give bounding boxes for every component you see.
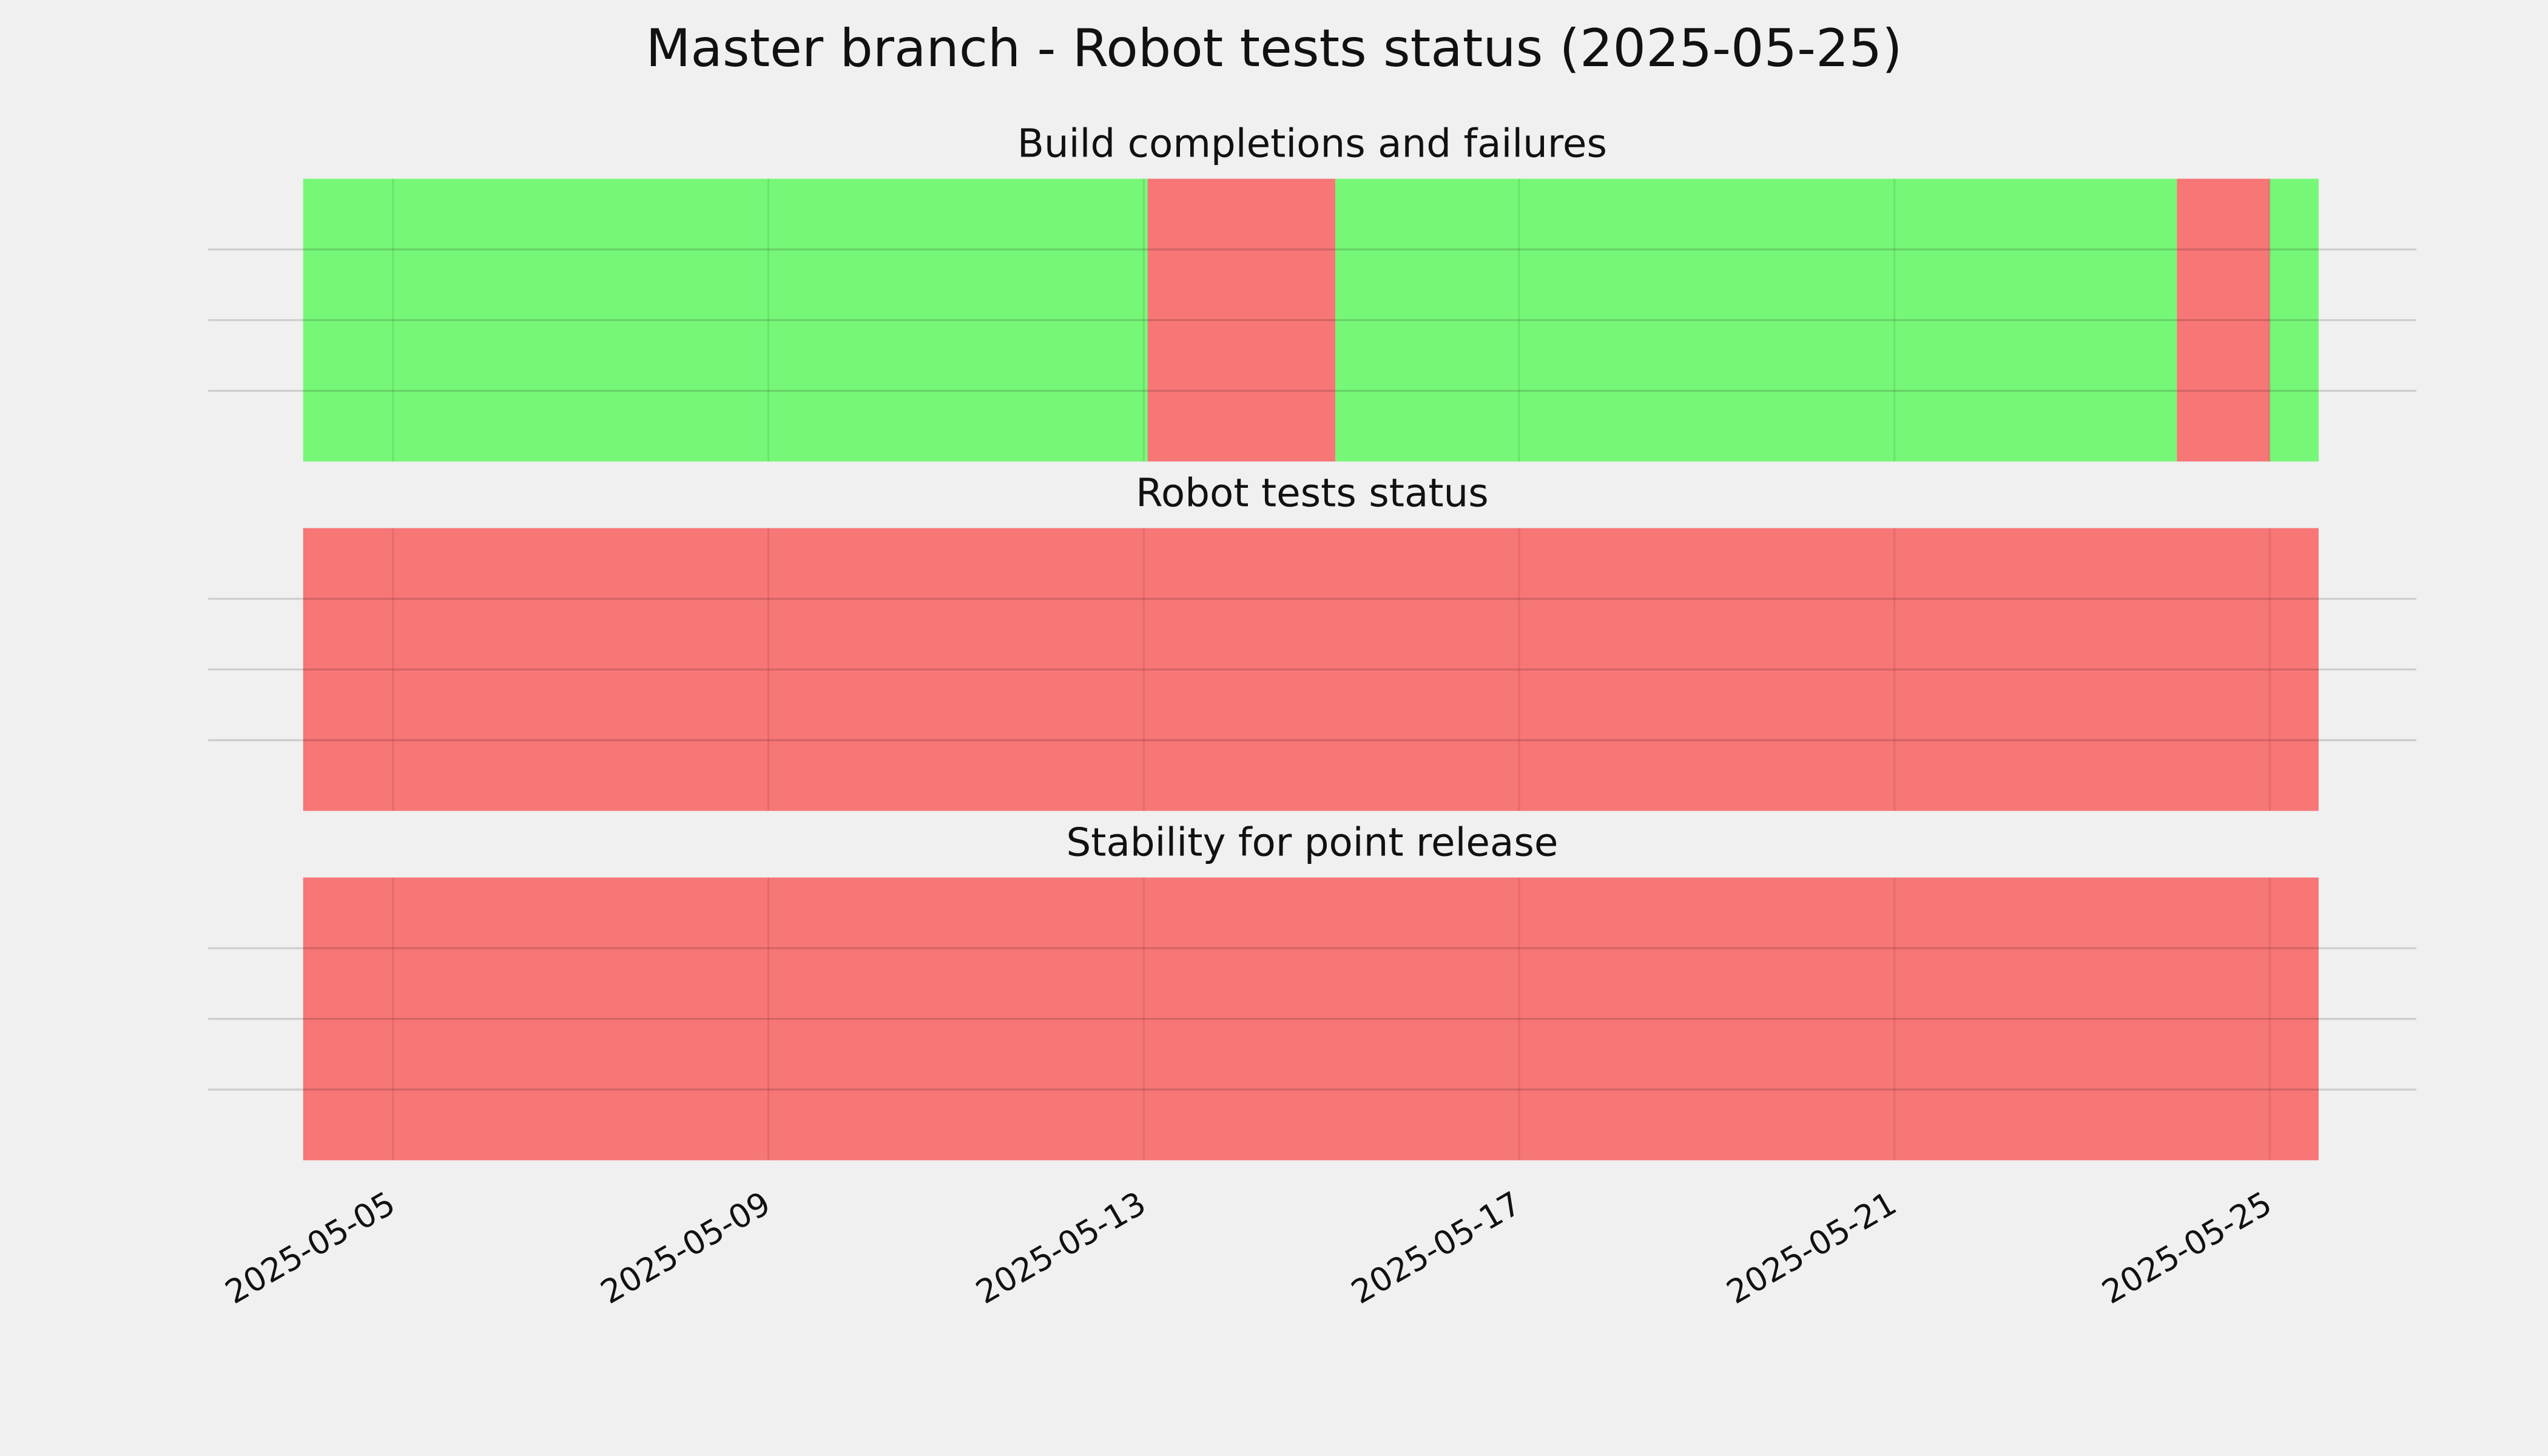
status-span [1335, 178, 2177, 462]
panel-title: Build completions and failures [1017, 121, 1607, 167]
status-span [303, 178, 1148, 462]
status-span [2270, 178, 2319, 462]
x-tick-label: 2025-05-09 [594, 1184, 777, 1312]
x-tick-label: 2025-05-25 [2095, 1184, 2278, 1312]
x-tick-label: 2025-05-05 [219, 1184, 402, 1312]
x-tick-label: 2025-05-13 [969, 1184, 1152, 1312]
panel-title: Robot tests status [1136, 471, 1489, 516]
x-tick-label: 2025-05-21 [1720, 1184, 1903, 1312]
panel-title: Stability for point release [1067, 820, 1559, 865]
status-span [303, 528, 2319, 811]
x-tick-label: 2025-05-17 [1345, 1184, 1528, 1312]
status-span [303, 877, 2319, 1161]
status-span [1147, 178, 1336, 462]
chart-title: Master branch - Robot tests status (2025… [645, 18, 1902, 79]
status-span [2177, 178, 2270, 462]
